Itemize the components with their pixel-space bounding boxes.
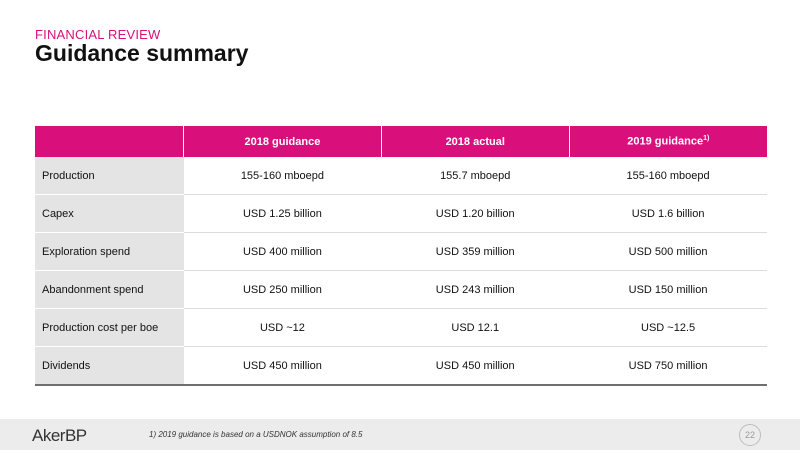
row-label: Capex [35, 194, 184, 233]
column-header-2019-guidance-label: 2019 guidance [627, 135, 704, 148]
column-header-2018-actual: 2018 actual [380, 126, 570, 157]
page-number: 22 [739, 424, 761, 446]
slide-footer: AkerBP 1) 2019 guidance is based on a US… [0, 419, 800, 450]
table-cell: USD 12.1 [381, 308, 570, 347]
row-label: Exploration spend [35, 232, 184, 271]
table-cell: USD ~12 [183, 308, 382, 347]
table-header-row: 2018 guidance 2018 actual 2019 guidance1… [35, 126, 767, 157]
section-kicker: FINANCIAL REVIEW [35, 27, 161, 42]
table-cell: 155.7 mboepd [381, 157, 570, 195]
footnote-mark: 1) [703, 135, 710, 143]
table-row: Production cost per boe USD ~12 USD 12.1… [35, 308, 767, 347]
row-label: Production cost per boe [35, 308, 184, 347]
table-cell: USD 1.6 billion [569, 194, 767, 233]
row-label: Dividends [35, 346, 184, 386]
table-cell: USD 243 million [381, 270, 570, 309]
table-row: Capex USD 1.25 billion USD 1.20 billion … [35, 194, 767, 233]
page-title: Guidance summary [35, 40, 249, 66]
table-cell: USD 250 million [183, 270, 382, 309]
table-cell: USD ~12.5 [569, 308, 767, 347]
table-cell: USD 150 million [569, 270, 767, 309]
table-cell: USD 1.25 billion [183, 194, 382, 233]
table-cell: 155-160 mboepd [183, 157, 382, 195]
akerbp-logo: AkerBP [32, 426, 87, 445]
table-row: Abandonment spend USD 250 million USD 24… [35, 270, 767, 309]
table-row: Dividends USD 450 million USD 450 millio… [35, 346, 767, 386]
guidance-table: 2018 guidance 2018 actual 2019 guidance1… [35, 126, 767, 386]
table-cell: USD 450 million [381, 346, 570, 386]
table-cell: USD 450 million [183, 346, 382, 386]
column-header-2018-guidance: 2018 guidance [183, 126, 382, 157]
table-cell: USD 1.20 billion [381, 194, 570, 233]
table-cell: USD 400 million [183, 232, 382, 271]
table-cell: USD 359 million [381, 232, 570, 271]
table-row: Production 155-160 mboepd 155.7 mboepd 1… [35, 157, 767, 195]
row-label: Abandonment spend [35, 270, 184, 309]
table-cell: 155-160 mboepd [569, 157, 767, 195]
table-cell: USD 500 million [569, 232, 767, 271]
column-header-2019-guidance: 2019 guidance1) [568, 126, 767, 157]
table-row: Exploration spend USD 400 million USD 35… [35, 232, 767, 271]
footnote: 1) 2019 guidance is based on a USDNOK as… [149, 430, 363, 439]
column-header-blank [35, 126, 184, 157]
table-cell: USD 750 million [569, 346, 767, 386]
row-label: Production [35, 157, 184, 195]
